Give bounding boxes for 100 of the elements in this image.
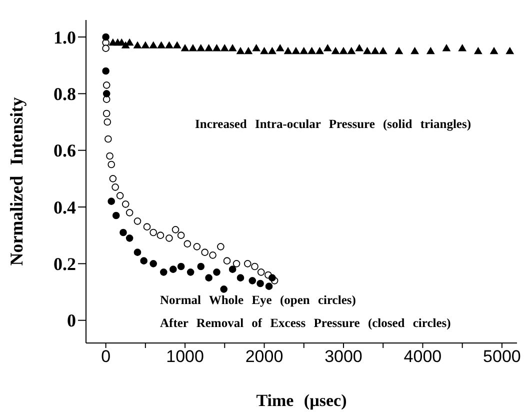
- point: [228, 44, 236, 52]
- point: [116, 192, 124, 200]
- point: [142, 42, 150, 48]
- point: [324, 44, 332, 52]
- point: [149, 42, 158, 48]
- point: [474, 47, 482, 54]
- point: [189, 44, 197, 52]
- annotation: Normal Whole Eye (open circles): [160, 293, 356, 307]
- point: [332, 47, 340, 54]
- point: [102, 44, 110, 52]
- point: [308, 47, 316, 54]
- point: [244, 47, 252, 54]
- point: [108, 198, 116, 205]
- point: [126, 234, 134, 242]
- y-tick-label: 0.6: [54, 140, 76, 161]
- point: [265, 282, 273, 290]
- point: [140, 257, 148, 264]
- point: [236, 47, 244, 54]
- point: [220, 44, 229, 52]
- point: [209, 252, 216, 259]
- point: [371, 47, 380, 54]
- point: [363, 47, 372, 54]
- point: [201, 248, 208, 256]
- x-tick-label: 4000: [404, 347, 442, 366]
- y-tick-label: 0.4: [54, 197, 76, 218]
- point: [112, 184, 119, 191]
- point: [120, 228, 127, 236]
- point: [156, 232, 164, 239]
- point: [205, 274, 212, 282]
- point: [181, 44, 189, 52]
- point: [177, 232, 185, 239]
- point: [300, 47, 308, 54]
- point: [212, 44, 221, 52]
- point: [248, 277, 256, 284]
- y-tick-label: 0: [67, 310, 76, 331]
- point: [213, 268, 220, 276]
- point: [106, 152, 114, 160]
- point: [102, 67, 110, 75]
- point: [186, 268, 194, 276]
- x-tick-label: 1000: [166, 347, 204, 366]
- x-axis-title: Time (µsec): [256, 391, 347, 410]
- point: [410, 47, 419, 54]
- point: [104, 118, 112, 126]
- point: [292, 47, 300, 54]
- point: [395, 47, 403, 54]
- point: [102, 90, 110, 98]
- y-tick-label: 1.0: [54, 27, 76, 48]
- point: [426, 47, 435, 54]
- point: [172, 226, 180, 234]
- point: [268, 47, 276, 54]
- y-tick-label: 0.2: [54, 254, 76, 274]
- y-axis-title: Normalized Intensity: [6, 97, 26, 266]
- point: [256, 280, 264, 288]
- point: [157, 42, 166, 48]
- point: [228, 266, 236, 273]
- x-tick-label: 5000: [483, 347, 521, 366]
- point: [316, 47, 324, 54]
- x-tick-label: 0: [101, 347, 111, 366]
- point: [252, 44, 260, 52]
- point: [160, 268, 168, 276]
- point: [284, 47, 292, 54]
- point: [196, 44, 205, 52]
- point: [104, 135, 112, 143]
- x-tick-label: 3000: [324, 347, 362, 366]
- point: [177, 262, 185, 270]
- point: [506, 47, 514, 54]
- point: [251, 262, 258, 270]
- point: [260, 47, 268, 54]
- point: [150, 228, 157, 236]
- point: [173, 42, 182, 48]
- point: [134, 42, 142, 48]
- point: [244, 260, 252, 268]
- point: [102, 82, 110, 89]
- point: [217, 243, 224, 250]
- point: [184, 240, 192, 248]
- point: [134, 218, 142, 225]
- point: [490, 47, 498, 54]
- point: [220, 286, 228, 293]
- point: [126, 38, 134, 46]
- point: [355, 44, 364, 52]
- point: [442, 44, 450, 52]
- point: [150, 260, 157, 268]
- point: [348, 47, 356, 54]
- point: [276, 44, 284, 52]
- x-tick-label: 2000: [245, 347, 284, 366]
- point: [340, 47, 348, 54]
- point: [204, 44, 213, 52]
- point: [236, 274, 244, 282]
- point: [170, 266, 177, 273]
- point: [379, 47, 388, 54]
- point: [112, 212, 120, 220]
- point: [197, 262, 205, 270]
- point: [143, 223, 151, 230]
- point: [108, 160, 116, 168]
- point: [126, 209, 134, 216]
- point: [193, 243, 201, 250]
- point: [257, 268, 265, 276]
- point: [232, 260, 240, 268]
- point: [122, 200, 130, 208]
- annotation: Increased Intra-ocular Pressure (solid triangles): [195, 117, 471, 131]
